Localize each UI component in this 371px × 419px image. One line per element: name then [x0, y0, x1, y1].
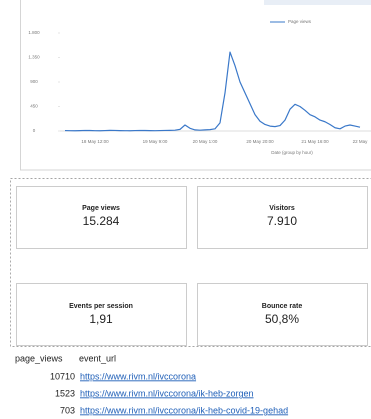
cell: 703	[60, 405, 75, 415]
card	[16, 283, 187, 346]
card-value: 15.284	[83, 214, 120, 228]
card-value: 50,8%	[265, 312, 299, 326]
card-title: Visitors	[269, 205, 295, 212]
card-title: Page views	[82, 205, 120, 212]
card-value: 1,91	[89, 312, 113, 326]
card-title: Bounce rate	[262, 303, 303, 310]
x-tick-label: 19 May 9:00	[143, 139, 168, 144]
x-tick-label: 21 May 16:00	[301, 139, 329, 144]
x-tick-label: 20 May 20:00	[246, 139, 274, 144]
chart-panel	[20, 0, 371, 171]
x-axis-title: Date (group by hour)	[271, 150, 313, 155]
card	[197, 186, 368, 249]
card	[197, 283, 368, 346]
card-title: Events per session	[69, 303, 133, 310]
x-tick-label: 22 May	[353, 139, 369, 144]
dashboard-region	[10, 178, 371, 347]
link[interactable]: https://www.rivm.nl/ivccorona/ik-heb-zor…	[80, 388, 254, 398]
y-tick-label: 1.350	[28, 55, 40, 60]
x-tick-label: 18 May 12:00	[81, 139, 109, 144]
legend-label: Page views	[288, 19, 312, 24]
column-header: event_url	[79, 353, 116, 363]
y-tick-label: 1.800	[28, 30, 40, 35]
y-tick-label: 0	[33, 128, 36, 133]
y-tick-label: 900	[30, 79, 38, 84]
toolbar	[264, 0, 371, 5]
cell: 10710	[50, 371, 75, 381]
card-value: 7.910	[267, 214, 297, 228]
column-header: page_views	[15, 353, 63, 363]
cell: 1523	[55, 388, 75, 398]
link[interactable]: https://www.rivm.nl/ivccorona	[80, 371, 196, 381]
series-line	[64, 51, 361, 132]
x-tick-label: 20 May 1:00	[193, 139, 218, 144]
link[interactable]: https://www.rivm.nl/ivccorona/ik-heb-cov…	[80, 405, 288, 415]
card	[16, 186, 187, 249]
y-tick-label: 450	[30, 104, 38, 109]
